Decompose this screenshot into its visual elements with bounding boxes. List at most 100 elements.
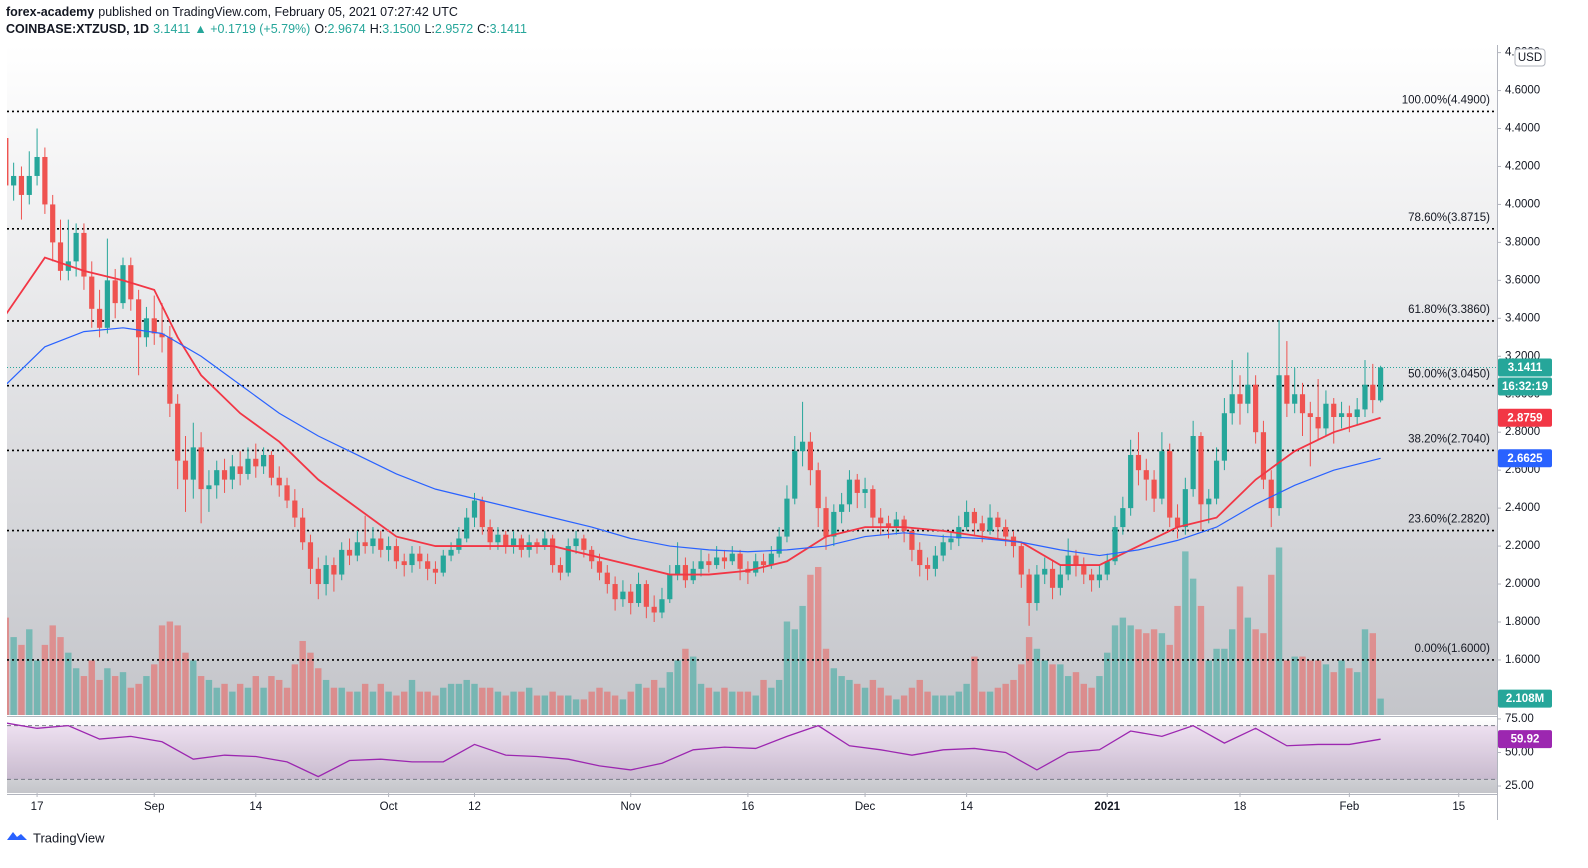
x-tick-label: 12 (468, 801, 481, 813)
volume-bar (119, 672, 127, 715)
candle-body (300, 517, 306, 543)
candle-body (26, 175, 32, 195)
candle-body (440, 555, 446, 573)
volume-bar (471, 683, 478, 715)
publisher: forex-academy (6, 5, 95, 19)
candle-body (1221, 413, 1227, 461)
x-tick-label: 2021 (1094, 801, 1120, 813)
fib-label: 50.00%(3.0450) (1408, 369, 1490, 381)
volume-bar (939, 695, 947, 715)
candle-body (190, 447, 196, 480)
y-tick-label: 1.8000 (1505, 616, 1540, 628)
volume-bar (182, 652, 189, 715)
candle-body (1331, 403, 1337, 418)
candle-body (823, 508, 829, 537)
candle-body (1198, 435, 1204, 505)
candle-body (768, 553, 774, 566)
candle-body (924, 565, 931, 569)
volume-bar (1119, 617, 1127, 715)
candle-body (198, 447, 204, 490)
candle-body (612, 584, 618, 600)
candle-body (604, 572, 610, 585)
candle-body (862, 489, 868, 493)
volume-bar (682, 648, 689, 715)
candle-body (714, 557, 720, 566)
y-tick-label: 3.4000 (1505, 312, 1540, 324)
volume-value: 2.108M (1506, 693, 1544, 705)
volume-bar (416, 691, 424, 715)
volume-bar (744, 691, 752, 715)
volume-bar (424, 691, 431, 715)
y-tick-label: 2.2000 (1505, 540, 1540, 552)
volume-bar (1330, 672, 1337, 715)
volume-bar (229, 691, 236, 715)
rsi-tick-label: 50.00 (1505, 747, 1534, 759)
candle-body (1190, 435, 1196, 490)
volume-bar (900, 695, 908, 715)
volume-bar (1338, 660, 1345, 715)
volume-bar (572, 699, 580, 715)
candle-body (370, 538, 376, 547)
volume-bar (166, 621, 174, 715)
volume-bar (885, 695, 892, 715)
y-tick-label: 3.8000 (1505, 236, 1540, 248)
x-tick-label: 16 (742, 801, 755, 813)
volume-bar (1104, 652, 1111, 715)
candle-body (34, 156, 40, 176)
volume-bar (1361, 629, 1369, 715)
volume-bar (658, 687, 666, 715)
change: ▲ +0.1719 (+5.79%) (194, 22, 311, 36)
candle-body (659, 599, 665, 613)
candle-body (573, 538, 579, 547)
volume-bar (838, 676, 845, 715)
volume-bar (291, 664, 299, 715)
volume-bar (971, 656, 978, 715)
candle-body (331, 565, 337, 575)
candle-body (651, 606, 657, 613)
countdown: 16:32:19 (1502, 381, 1548, 393)
candle-body (1284, 375, 1290, 404)
candle-body (378, 538, 384, 550)
candle-body (784, 498, 790, 537)
candle-body (667, 574, 673, 600)
candle-body (839, 504, 845, 512)
candle-body (854, 479, 860, 493)
volume-bar (783, 621, 791, 715)
candle-body (245, 458, 251, 474)
volume-bar (705, 687, 713, 715)
volume-bar (643, 687, 650, 715)
candle-body (464, 517, 470, 539)
y-tick-label: 4.4000 (1505, 123, 1540, 135)
volume-bar (377, 683, 384, 715)
volume-bar (502, 695, 509, 715)
candle-body (182, 460, 189, 480)
volume-bar (104, 668, 111, 715)
candle-body (932, 555, 938, 569)
fib-label: 23.60%(2.2820) (1408, 514, 1490, 526)
volume-bar (533, 695, 541, 715)
candle-body (1104, 561, 1110, 575)
candle-body (479, 500, 485, 528)
rsi-line (7, 722, 1381, 778)
candle-body (534, 542, 540, 547)
candle-body (1167, 451, 1173, 518)
candle-body (1151, 479, 1157, 499)
candle-body (206, 485, 212, 490)
rsi-plot (7, 722, 1497, 780)
volume-bar (41, 644, 49, 715)
volume-bar (307, 652, 314, 715)
x-tick-label: 18 (1234, 801, 1247, 813)
x-tick-label: Nov (621, 801, 642, 813)
candle-body (1307, 413, 1313, 418)
volume-bar (447, 683, 455, 715)
candle-body (1081, 565, 1087, 575)
candle-body (1229, 394, 1235, 414)
volume-bar (541, 695, 549, 715)
volume-bar (1041, 660, 1048, 715)
candle-body (175, 403, 181, 461)
candle-body (792, 451, 798, 499)
volume-bar (276, 679, 283, 715)
candle-body (315, 568, 321, 585)
volume-bar (1018, 664, 1025, 715)
volume-bar (33, 660, 41, 715)
